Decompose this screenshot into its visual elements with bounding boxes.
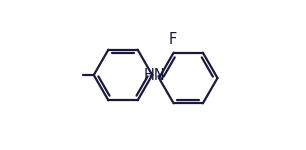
Text: F: F — [169, 32, 177, 47]
Text: HN: HN — [144, 68, 166, 83]
